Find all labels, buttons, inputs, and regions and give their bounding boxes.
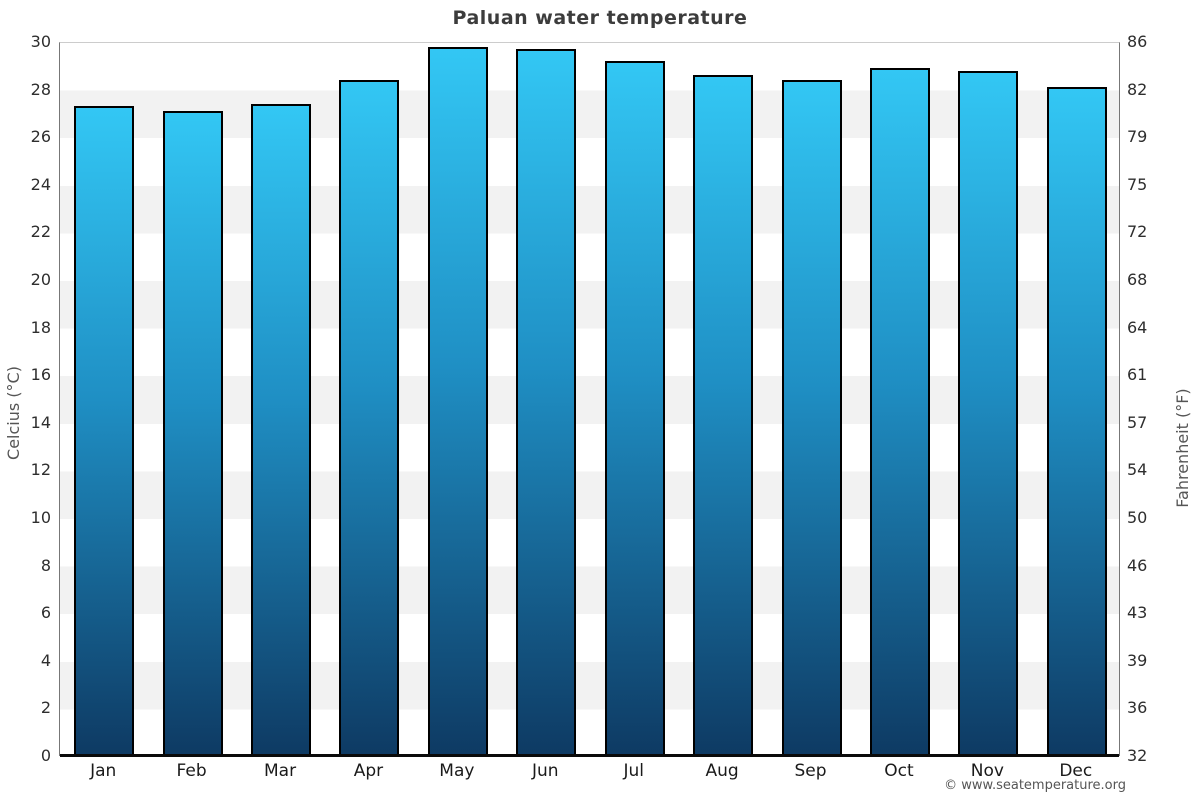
month-label-dec: Dec (1059, 761, 1093, 781)
x-axis-baseline (60, 754, 1119, 757)
celsius-tick-8: 8 (40, 555, 51, 575)
celsius-tick-24: 24 (30, 174, 51, 194)
month-label-jul: Jul (623, 761, 644, 781)
celsius-tick-12: 12 (30, 460, 51, 480)
celsius-tick-26: 26 (30, 127, 51, 147)
bar-mar[interactable] (251, 103, 312, 756)
celsius-tick-28: 28 (30, 79, 51, 99)
chart-title: Paluan water temperature (452, 7, 748, 29)
month-label-apr: Apr (353, 761, 384, 781)
bar-oct[interactable] (869, 68, 930, 756)
fahrenheit-tick-75: 75 (1127, 174, 1148, 194)
bar-jan[interactable] (74, 106, 135, 756)
fahrenheit-tick-82: 82 (1127, 79, 1148, 99)
fahrenheit-tick-64: 64 (1127, 317, 1148, 337)
y-axis-label-fahrenheit: Fahrenheit (°F) (1173, 388, 1192, 508)
bar-dec[interactable] (1046, 87, 1107, 756)
fahrenheit-tick-68: 68 (1127, 270, 1148, 289)
bar-jul[interactable] (604, 61, 665, 756)
bar-sep[interactable] (781, 80, 842, 756)
celsius-tick-6: 6 (40, 603, 51, 623)
celsius-tick-10: 10 (30, 508, 51, 527)
celsius-tick-22: 22 (30, 222, 51, 242)
celsius-tick-4: 4 (40, 650, 51, 670)
month-label-jun: Jun (532, 761, 559, 781)
fahrenheit-tick-43: 43 (1127, 603, 1148, 623)
month-label-jan: Jan (90, 761, 117, 781)
fahrenheit-tick-32: 32 (1127, 746, 1148, 765)
month-label-aug: Aug (705, 761, 739, 781)
fahrenheit-tick-50: 50 (1127, 508, 1148, 527)
month-label-oct: Oct (884, 761, 914, 781)
bar-jun[interactable] (516, 49, 577, 756)
bar-apr[interactable] (339, 80, 400, 756)
month-label-nov: Nov (970, 761, 1004, 781)
fahrenheit-tick-36: 36 (1127, 698, 1148, 718)
bar-nov[interactable] (958, 70, 1019, 756)
bar-feb[interactable] (162, 111, 223, 756)
month-label-sep: Sep (794, 761, 827, 781)
celsius-tick-30: 30 (30, 32, 51, 51)
bar-may[interactable] (427, 46, 488, 756)
celsius-tick-2: 2 (40, 698, 51, 718)
month-label-mar: Mar (263, 761, 297, 781)
celsius-tick-14: 14 (30, 412, 51, 432)
fahrenheit-tick-79: 79 (1127, 127, 1148, 147)
fahrenheit-tick-39: 39 (1127, 650, 1148, 670)
month-label-may: May (439, 761, 475, 781)
fahrenheit-tick-57: 57 (1127, 412, 1148, 432)
fahrenheit-tick-86: 86 (1127, 32, 1148, 51)
month-label-feb: Feb (176, 761, 207, 781)
fahrenheit-tick-46: 46 (1127, 555, 1148, 575)
celsius-tick-0: 0 (40, 746, 51, 765)
plot-area (59, 42, 1120, 757)
celsius-tick-16: 16 (30, 365, 51, 385)
celsius-tick-20: 20 (30, 270, 51, 289)
fahrenheit-tick-54: 54 (1127, 460, 1148, 480)
fahrenheit-tick-61: 61 (1127, 365, 1148, 385)
celsius-tick-18: 18 (30, 317, 51, 337)
fahrenheit-tick-72: 72 (1127, 222, 1148, 242)
bar-aug[interactable] (693, 75, 754, 756)
watermark-link: © www.seatemperature.org (944, 778, 1126, 793)
